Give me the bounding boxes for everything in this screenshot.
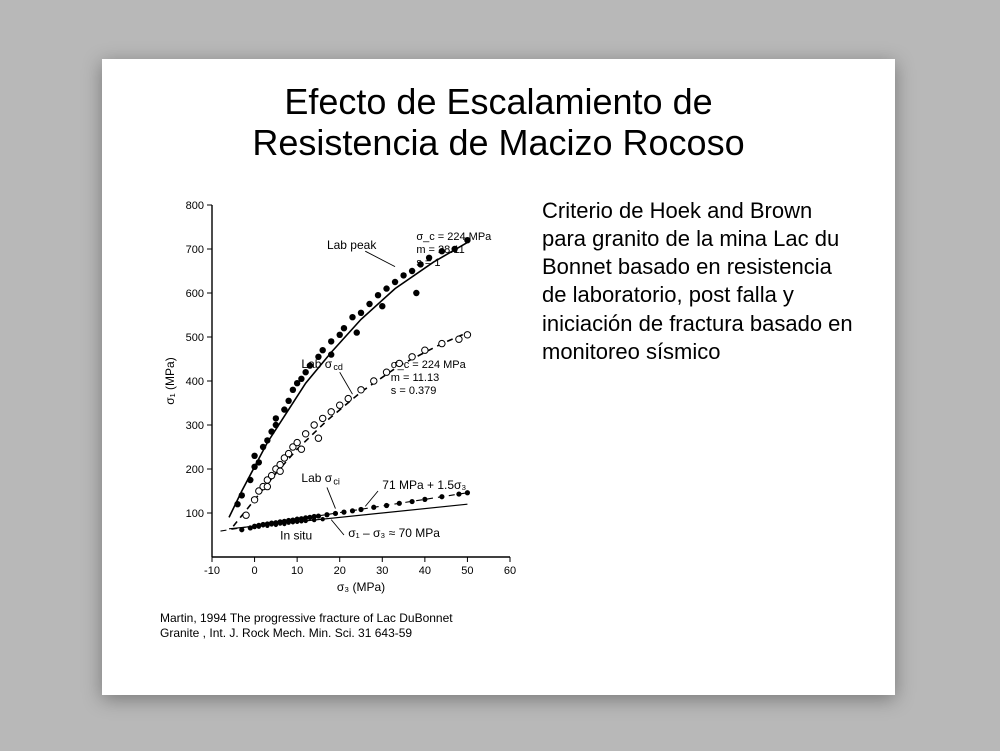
svg-text:σ_c = 224 MPa: σ_c = 224 MPa — [416, 231, 492, 243]
svg-text:m = 11.13: m = 11.13 — [391, 372, 439, 384]
svg-text:30: 30 — [376, 565, 388, 577]
svg-text:200: 200 — [186, 464, 204, 476]
svg-text:300: 300 — [186, 420, 204, 432]
title-line-1: Efecto de Escalamiento de — [284, 81, 712, 122]
svg-text:s = 0.379: s = 0.379 — [391, 385, 437, 397]
svg-text:100: 100 — [186, 508, 204, 520]
svg-text:σ₁ (MPa): σ₁ (MPa) — [163, 357, 177, 404]
svg-text:50: 50 — [461, 565, 473, 577]
svg-text:σ₃ (MPa): σ₃ (MPa) — [337, 580, 385, 594]
svg-text:700: 700 — [186, 244, 204, 256]
svg-text:-10: -10 — [204, 565, 220, 577]
citation-text: Martin, 1994 The progressive fracture of… — [160, 611, 490, 641]
svg-text:10: 10 — [291, 565, 303, 577]
svg-text:σ₁ – σ₃ ≈ 70 MPa: σ₁ – σ₃ ≈ 70 MPa — [348, 526, 440, 540]
svg-text:cd: cd — [333, 362, 343, 372]
svg-text:20: 20 — [334, 565, 346, 577]
svg-text:Lab σ: Lab σ — [301, 357, 332, 371]
svg-text:600: 600 — [186, 288, 204, 300]
chart-container: -10 0 10 20 30 40 50 60 100 200 300 400 500 600 700 800… — [160, 197, 520, 607]
svg-text:0: 0 — [252, 565, 258, 577]
title-line-2: Resistencia de Macizo Rocoso — [252, 122, 744, 163]
svg-text:800: 800 — [186, 200, 204, 212]
svg-text:ci: ci — [333, 476, 340, 486]
svg-text:400: 400 — [186, 376, 204, 388]
slide: Efecto de Escalamiento de Resistencia de… — [102, 59, 895, 695]
svg-text:Lab peak: Lab peak — [327, 238, 377, 252]
slide-title: Efecto de Escalamiento de Resistencia de… — [102, 81, 895, 164]
svg-text:s = 1: s = 1 — [416, 257, 440, 269]
body-text: Criterio de Hoek and Brown para granito … — [542, 197, 862, 366]
svg-text:σ_c = 224 MPa: σ_c = 224 MPa — [391, 359, 467, 371]
svg-text:71 MPa + 1.5σ₃: 71 MPa + 1.5σ₃ — [382, 478, 466, 492]
svg-text:500: 500 — [186, 332, 204, 344]
svg-text:In situ: In situ — [280, 528, 312, 542]
svg-text:m = 28.11: m = 28.11 — [416, 244, 464, 256]
svg-text:60: 60 — [504, 565, 516, 577]
svg-text:Lab σ: Lab σ — [301, 471, 332, 485]
svg-text:40: 40 — [419, 565, 431, 577]
scatter-chart: -10 0 10 20 30 40 50 60 100 200 300 400 500 600 700 800… — [160, 197, 520, 607]
